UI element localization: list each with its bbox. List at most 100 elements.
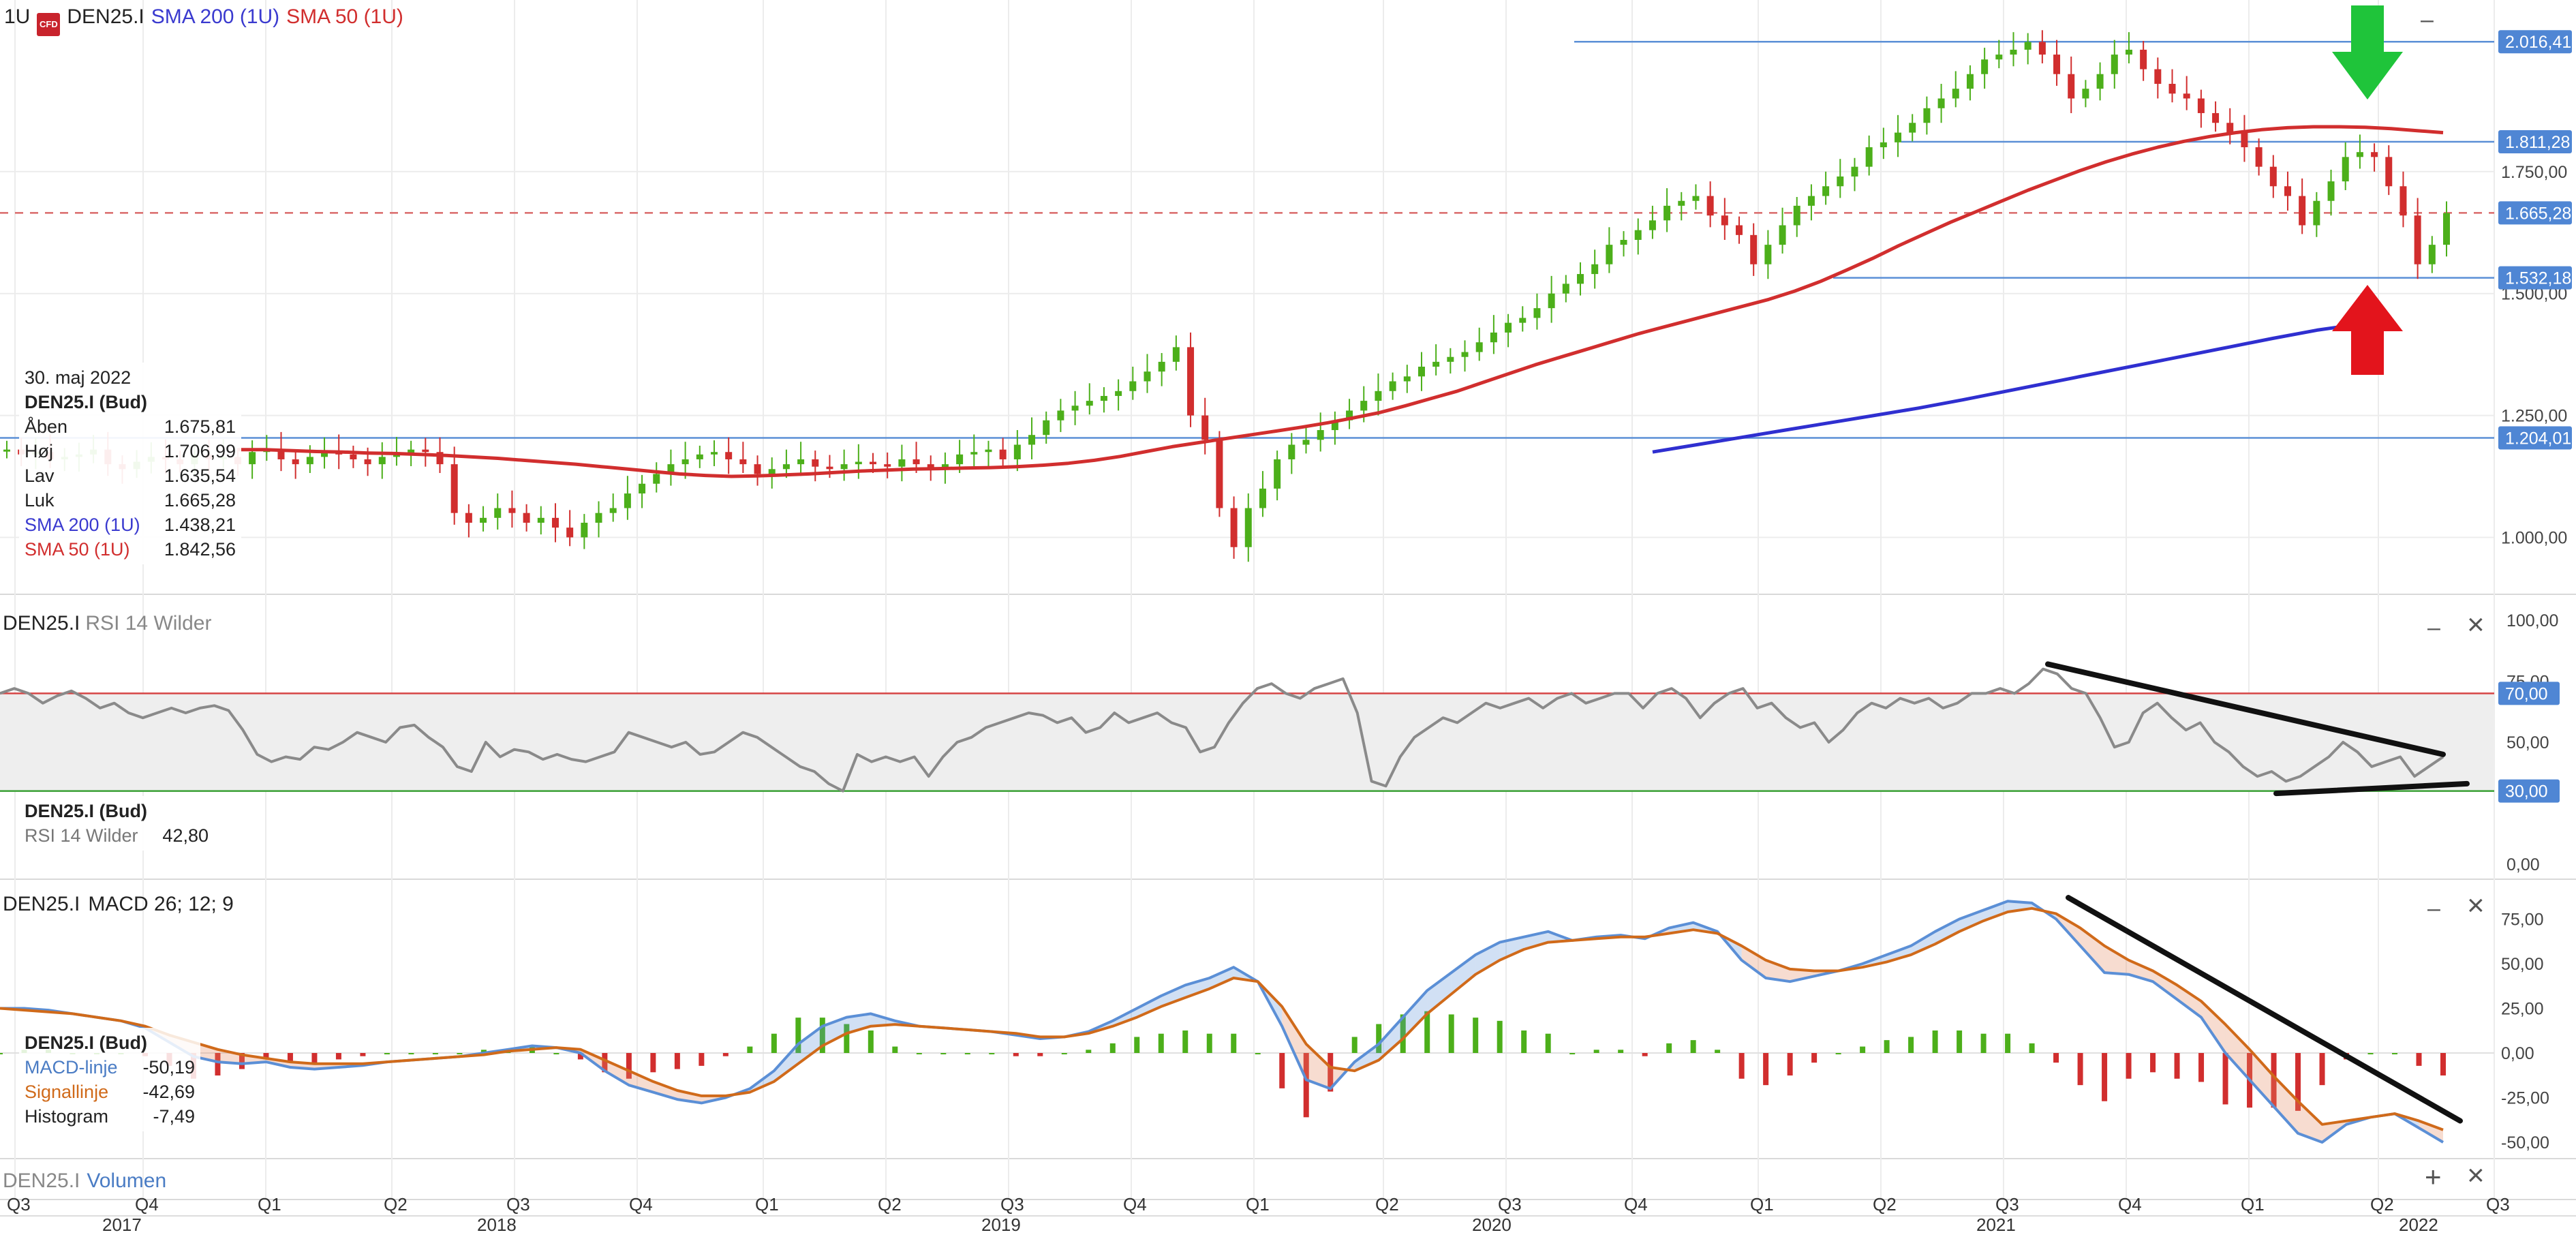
macd-histogram-bar [1037, 1053, 1043, 1056]
candle-body [2125, 49, 2132, 55]
macd-histogram-bar [2150, 1053, 2156, 1073]
candle-body [812, 459, 819, 467]
macd-histogram-bar [602, 1053, 608, 1073]
rsi-indicator-label[interactable]: RSI 14 Wilder [85, 612, 212, 635]
sma50-legend[interactable]: SMA 50 (1U) [286, 5, 403, 28]
macd-histogram-bar [1738, 1053, 1745, 1079]
macd-histogram-bar [1328, 1053, 1334, 1092]
candle-body [1244, 508, 1252, 547]
macd-close-button[interactable]: × [2467, 889, 2485, 922]
quarter-tick-label: Q1 [1750, 1194, 1774, 1215]
macd-fill [1379, 1017, 1403, 1060]
candle-body [2284, 186, 2291, 196]
candle-body [321, 452, 328, 457]
macd-histogram-bar [747, 1046, 753, 1053]
volume-indicator-label[interactable]: Volumen [87, 1170, 167, 1192]
quarter-tick-label: Q4 [135, 1194, 159, 1215]
rsi-tick-label: 50,00 [2506, 733, 2549, 752]
interval-label[interactable]: 1U [4, 5, 31, 28]
candle-body [1432, 361, 1440, 367]
macd-fill [2080, 928, 2105, 973]
candle-body [1043, 420, 1050, 436]
rsi-tag-70-bg [2498, 682, 2560, 705]
candle-body [277, 449, 285, 459]
macd-info-box: DEN25.I (Bud) MACD-linje -50,19 Signallin… [19, 1028, 200, 1131]
macd-histogram-bar [263, 1053, 269, 1060]
candle-body [1057, 410, 1064, 421]
red-up-arrow-icon [2332, 285, 2403, 375]
macd-histogram-bar [626, 1053, 632, 1079]
candle-body [393, 454, 400, 457]
candle-body [797, 459, 805, 465]
macd-indicator-label[interactable]: MACD 26; 12; 9 [88, 893, 234, 915]
candle-body [2183, 93, 2190, 99]
macd-histogram-bar [1763, 1053, 1769, 1086]
price-pane-minimize-button[interactable]: – [2421, 7, 2434, 33]
macd-histogram-bar [384, 1053, 390, 1054]
macd-histogram-bar [360, 1053, 366, 1056]
candle-body [350, 454, 357, 459]
candle-body [725, 452, 733, 459]
macd-histogram-bar [1497, 1020, 1503, 1053]
candle-body [956, 454, 964, 465]
candle-body [480, 517, 487, 523]
rsi-line [0, 667, 2444, 793]
symbol-label[interactable]: DEN25.I [67, 5, 144, 28]
candle-body [1129, 381, 1137, 391]
candle-body [1288, 444, 1295, 459]
price-tags: 2.016,41 1.811,28 1.665,28 1.532,18 1.204,01… [2498, 30, 2572, 803]
macd-fill [2250, 1049, 2274, 1107]
candle-body [306, 457, 313, 465]
candle-body [2313, 200, 2320, 226]
rsi-close-button[interactable]: × [2467, 608, 2485, 641]
candle-body [436, 452, 444, 465]
macd-histogram-bar [1448, 1014, 1454, 1053]
macd-fill [2153, 971, 2177, 1000]
macd-histogram-bar [1400, 1014, 1406, 1053]
candle-body [2356, 152, 2363, 157]
macd-histogram-bar [287, 1053, 293, 1063]
volume-close-button[interactable]: × [2467, 1159, 2485, 1192]
macd-info-row-hist: Histogram -7,49 [25, 1106, 195, 1127]
info-row-low: Lav 1.635,54 [25, 465, 236, 486]
rsi-info-row: RSI 14 Wilder 42,80 [25, 825, 209, 846]
candle-body [927, 464, 934, 470]
macd-histogram-bar [1666, 1043, 1672, 1053]
macd-fill [2201, 1001, 2226, 1053]
macd-histogram-bar [1061, 1053, 1067, 1054]
macd-histogram-bar [239, 1053, 245, 1069]
macd-fill [653, 1081, 677, 1100]
macd-fill [1741, 945, 1766, 978]
candle-body [1302, 440, 1310, 445]
candle-body [1937, 98, 1945, 108]
candle-body [1216, 440, 1223, 508]
axes: Q3 Q4 Q1 Q2 Q3 Q4 Q1 Q2 Q3 Q4 Q1 Q2 Q3 Q4 Q1 Q2 Q3 Q4 Q1 Q2… [7, 163, 2567, 1235]
candle-body [2197, 98, 2205, 113]
quarter-tick-label: Q2 [384, 1194, 408, 1215]
rsi-minimize-button[interactable]: – [2427, 615, 2440, 641]
candle-body [2299, 196, 2306, 226]
macd-histogram-bar [553, 1053, 559, 1054]
macd-histogram-bar [2053, 1053, 2059, 1063]
volume-add-button[interactable]: + [2425, 1161, 2442, 1193]
quarter-tick-label: Q3 [506, 1194, 530, 1215]
candle-body [2443, 213, 2450, 245]
macd-histogram-bar [1690, 1040, 1696, 1053]
candle-body [364, 459, 371, 465]
price-tick-label: 1.000,00 [2501, 528, 2567, 547]
macd-fill [1935, 919, 1960, 945]
candle-body [1807, 196, 1815, 206]
macd-histogram-bar [1351, 1037, 1358, 1053]
macd-minimize-button[interactable]: – [2427, 896, 2440, 921]
price-tag-top-bg [2498, 30, 2572, 54]
sma200-legend[interactable]: SMA 200 (1U) [151, 5, 280, 28]
candle-body [523, 513, 530, 523]
macd-histogram-bar [1255, 1053, 1261, 1054]
info-row-sma200: SMA 200 (1U) 1.438,21 [25, 515, 236, 535]
candle-body [1317, 430, 1324, 440]
macd-fill [604, 1060, 629, 1086]
rsi-info-title: DEN25.I (Bud) [25, 801, 148, 821]
candle-body [551, 517, 559, 528]
